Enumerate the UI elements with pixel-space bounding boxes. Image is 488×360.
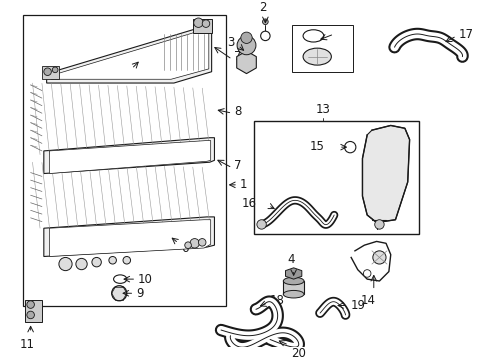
Text: 17: 17 (458, 27, 473, 41)
Bar (291, 24, 352, 72)
Text: 10: 10 (138, 273, 153, 285)
Circle shape (344, 141, 355, 153)
Ellipse shape (283, 291, 304, 298)
Text: 2: 2 (258, 1, 266, 14)
Text: 9: 9 (136, 287, 143, 300)
Text: 20: 20 (290, 347, 305, 360)
Circle shape (92, 257, 101, 267)
Text: 11: 11 (20, 338, 34, 351)
Polygon shape (44, 217, 214, 256)
Circle shape (193, 18, 203, 27)
Circle shape (241, 32, 252, 44)
Bar (42, 66, 59, 79)
Ellipse shape (303, 30, 323, 42)
Text: 5: 5 (112, 58, 119, 71)
Text: 15: 15 (309, 140, 324, 153)
Circle shape (189, 239, 199, 248)
Circle shape (363, 270, 370, 277)
Circle shape (262, 19, 267, 24)
Polygon shape (51, 32, 208, 79)
Text: 13: 13 (315, 103, 329, 116)
Circle shape (260, 31, 269, 41)
Text: 14: 14 (360, 294, 375, 307)
Text: 18: 18 (269, 294, 285, 307)
Text: 4: 4 (286, 253, 294, 266)
Circle shape (109, 256, 116, 264)
Circle shape (123, 256, 130, 264)
Text: 1: 1 (240, 178, 247, 192)
Polygon shape (49, 220, 210, 256)
Text: 6: 6 (181, 242, 188, 255)
Circle shape (202, 20, 209, 27)
Text: 19: 19 (349, 299, 365, 312)
Text: 7: 7 (234, 158, 241, 172)
Circle shape (76, 258, 87, 270)
Bar (25, 300, 42, 323)
Circle shape (256, 220, 266, 229)
Circle shape (111, 286, 126, 301)
Circle shape (27, 311, 34, 319)
Circle shape (27, 301, 34, 309)
Text: 16: 16 (242, 197, 256, 210)
Polygon shape (362, 125, 409, 222)
Circle shape (372, 251, 385, 264)
Text: 12: 12 (335, 26, 350, 39)
Circle shape (52, 67, 58, 73)
Circle shape (44, 68, 51, 76)
Circle shape (237, 36, 255, 55)
Bar (283, 281, 304, 294)
Text: 7: 7 (234, 50, 241, 63)
Text: 8: 8 (234, 105, 241, 118)
Circle shape (198, 239, 205, 246)
Ellipse shape (113, 275, 126, 283)
Circle shape (374, 220, 384, 229)
Ellipse shape (283, 277, 304, 285)
Polygon shape (285, 268, 301, 279)
Polygon shape (44, 138, 214, 174)
Circle shape (184, 242, 191, 248)
Polygon shape (49, 140, 210, 174)
Polygon shape (46, 28, 211, 83)
Bar (192, 19, 211, 33)
Polygon shape (236, 51, 256, 73)
Circle shape (59, 257, 72, 271)
Bar (254, 121, 418, 234)
Ellipse shape (303, 48, 331, 65)
Bar (23, 15, 225, 306)
Text: 3: 3 (226, 36, 234, 49)
